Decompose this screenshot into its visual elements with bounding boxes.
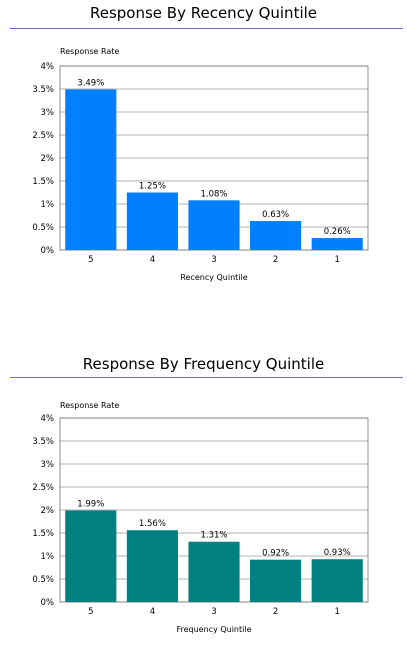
recency-chart-title: Response By Recency Quintile [89, 4, 318, 22]
recency-data-label: 3.49% [77, 78, 104, 88]
frequency-y-tick-label: 0.5% [32, 575, 54, 585]
frequency-bar [126, 530, 178, 602]
recency-data-label: 0.26% [324, 227, 351, 237]
frequency-y-tick-label: 3% [41, 460, 55, 470]
recency-bar [311, 238, 363, 250]
recency-x-axis-label: Recency Quintile [180, 273, 247, 282]
recency-y-tick-label: 0% [41, 246, 55, 256]
recency-y-tick-label: 2% [41, 154, 55, 164]
recency-bar [250, 221, 302, 250]
recency-x-tick-label: 4 [150, 255, 155, 265]
recency-x-tick-label: 3 [211, 255, 216, 265]
frequency-data-label: 1.56% [139, 519, 166, 529]
frequency-chart: Response Rate 0% 0.5% 1% 1.5% 2% 2.5% 3% 3.5% 4% 1… [32, 401, 369, 634]
recency-y-axis-label: Response Rate [60, 47, 119, 56]
frequency-y-tick-label: 2.5% [32, 483, 54, 493]
recency-bar [65, 89, 117, 251]
frequency-bar [65, 510, 117, 602]
recency-y-tick-label: 1.5% [32, 177, 54, 187]
frequency-data-label: 0.92% [262, 549, 289, 559]
recency-bar [188, 200, 240, 250]
frequency-y-axis-label: Response Rate [60, 401, 119, 410]
frequency-data-label: 0.93% [324, 548, 351, 558]
frequency-y-tick-label: 2% [41, 506, 55, 516]
frequency-x-tick-label: 4 [150, 607, 155, 617]
frequency-x-axis-label: Frequency Quintile [176, 625, 251, 634]
frequency-y-tick-label: 3.5% [32, 437, 54, 447]
frequency-bar [188, 541, 240, 602]
recency-y-tick-label: 4% [41, 62, 55, 72]
frequency-title-rule [10, 377, 403, 378]
recency-y-tick-label: 2.5% [32, 131, 54, 141]
frequency-data-label: 1.31% [200, 531, 227, 541]
frequency-chart-title: Response By Frequency Quintile [82, 355, 325, 373]
recency-y-tick-label: 0.5% [32, 223, 54, 233]
recency-y-tick-label: 1% [41, 200, 55, 210]
recency-title-rule [10, 28, 403, 29]
frequency-y-tick-label: 4% [41, 414, 55, 424]
recency-bar [126, 192, 178, 250]
recency-data-label: 0.63% [262, 210, 289, 220]
frequency-x-tick-label: 1 [334, 607, 339, 617]
recency-x-tick-label: 5 [88, 255, 93, 265]
recency-data-label: 1.25% [139, 182, 166, 192]
frequency-y-tick-label: 1% [41, 552, 55, 562]
recency-x-tick-label: 2 [273, 255, 278, 265]
frequency-bar [250, 559, 302, 602]
recency-data-label: 1.08% [200, 189, 227, 199]
frequency-x-tick-label: 5 [88, 607, 93, 617]
frequency-y-tick-label: 0% [41, 598, 55, 608]
frequency-y-tick-label: 1.5% [32, 529, 54, 539]
frequency-bar [311, 559, 363, 602]
recency-chart: Response Rate 0% 0.5% 1% 1.5% 2% 2.5% 3% 3.5% 4% 3… [32, 47, 369, 282]
recency-x-tick-label: 1 [334, 255, 339, 265]
frequency-x-tick-label: 2 [273, 607, 278, 617]
frequency-x-tick-label: 3 [211, 607, 216, 617]
recency-y-tick-label: 3% [41, 108, 55, 118]
recency-y-tick-label: 3.5% [32, 85, 54, 95]
frequency-data-label: 1.99% [77, 499, 104, 509]
